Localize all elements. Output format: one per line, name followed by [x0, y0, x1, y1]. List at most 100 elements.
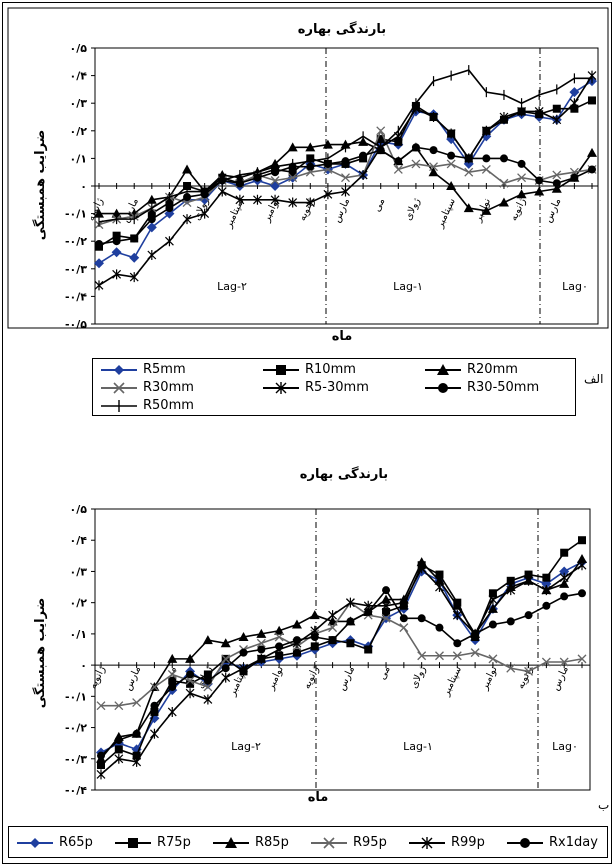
data-point-R99p [345, 597, 355, 608]
x-tick-label: ژولای [409, 664, 429, 690]
legend-label: R30-50mm [467, 380, 540, 395]
data-point-R99p [488, 594, 498, 605]
data-point-R99p [399, 597, 409, 608]
data-point-R95p [149, 682, 159, 692]
data-point-R99p [506, 585, 516, 596]
data-point-R30-50mm [535, 176, 544, 185]
data-point-R10mm [570, 104, 579, 113]
data-point-R99p [96, 769, 106, 780]
data-point-R30mm [517, 173, 527, 183]
data-point-R30-50mm [271, 168, 280, 177]
panel-letter-a: الف [584, 372, 604, 386]
data-point-R10mm [112, 231, 121, 240]
legend-label: R10mm [305, 362, 356, 377]
data-point-R5-30mm [358, 169, 368, 180]
data-point-R5-30mm [182, 214, 192, 225]
legend-label: R65p [59, 835, 93, 850]
data-point-R99p [239, 663, 248, 674]
series-line-R95p [101, 601, 583, 707]
data-point-R75p [524, 570, 533, 579]
data-point-R95p [328, 623, 338, 633]
legend-label: R85p [255, 835, 289, 850]
chart-a: بارندگی بهاره ماه ضرایب همبستگی -۰/۵ -۰/۴… [7, 7, 609, 344]
data-point-R20mm [146, 194, 157, 204]
x-tick-label: نوامبر [265, 665, 286, 693]
legend-swatch [425, 383, 461, 393]
data-point-R5-30mm [129, 272, 139, 283]
data-point-R85p [274, 625, 285, 635]
data-point-R30mm [552, 170, 562, 180]
data-point-R95p [221, 654, 231, 664]
data-point-R10mm [588, 96, 596, 105]
data-point-R85p [309, 610, 320, 620]
y-tick-label: -۰/۲ [65, 722, 87, 735]
data-point-R85p [452, 600, 463, 610]
chart-b: بارندگی بهاره ماه ضرایب همبستگی -۰/۴ -۰/۳… [32, 466, 591, 805]
data-point-Rx1day [328, 636, 337, 645]
data-point-R95p [274, 632, 284, 642]
data-point-R10mm [376, 135, 385, 144]
data-point-R5-30mm [112, 269, 122, 280]
legend-swatch [311, 837, 347, 849]
data-point-R75p [97, 761, 105, 770]
data-point-R30mm [341, 173, 350, 183]
data-point-Rx1day [506, 617, 515, 626]
legend-a: R5mm R10mm R20mm R30mm R5-30mm R30-50mm … [92, 358, 576, 416]
data-point-R75p [114, 745, 123, 754]
data-point-R30mm [499, 178, 509, 188]
legend-swatch [115, 838, 151, 848]
data-point-R30-50mm [499, 154, 508, 163]
data-point-R30-50mm [235, 179, 244, 188]
data-point-R20mm [111, 208, 122, 218]
data-point-R30-50mm [429, 146, 438, 155]
data-point-Rx1day [168, 682, 177, 691]
data-point-R99p [559, 572, 569, 583]
legend-b: R65p R75p R85p R95p R99p Rx1day [8, 826, 608, 858]
data-point-R75p [275, 651, 284, 660]
series-line-Rx1day [100, 588, 583, 757]
data-point-Rx1day [150, 701, 159, 710]
data-point-R5-30mm [569, 98, 579, 109]
data-point-R30-50mm [588, 165, 596, 174]
data-point-Rx1day [203, 676, 212, 685]
data-point-Rx1day [560, 592, 569, 601]
data-point-R10mm [394, 137, 403, 146]
data-point-R85p [416, 557, 427, 567]
data-point-R75p [560, 548, 569, 557]
data-point-R10mm [288, 168, 297, 177]
data-point-R99p [150, 728, 159, 739]
data-point-R5-30mm [165, 236, 174, 247]
data-point-R95p [167, 670, 177, 679]
data-point-Rx1day [346, 617, 355, 626]
data-point-R5-30mm [499, 112, 509, 122]
chart-b-xlabel: ماه [308, 790, 329, 805]
series-line-R75p [100, 539, 583, 766]
data-point-R99p [167, 706, 177, 717]
chart-a-xlabel: ماه [332, 329, 353, 344]
data-point-R30-50mm [482, 154, 491, 163]
data-point-R75p [132, 751, 141, 760]
y-tick-label: -۰/۱ [65, 208, 87, 221]
data-point-Rx1day [435, 623, 444, 632]
data-point-R75p [382, 608, 391, 617]
data-point-R85p [381, 594, 392, 604]
y-tick-label: ۰ [80, 659, 87, 672]
data-point-R95p [381, 613, 391, 623]
data-point-R20mm [551, 183, 562, 193]
data-point-R30-50mm [464, 154, 473, 163]
data-point-R85p [185, 653, 196, 663]
data-point-R30mm [270, 176, 280, 185]
data-point-R5mm [94, 258, 104, 269]
lag-label: Lag-۱ [393, 280, 423, 293]
data-point-R30-50mm [447, 151, 456, 160]
lag-label: Lag۰ [562, 280, 588, 293]
data-point-R30-50mm [552, 179, 561, 188]
data-point-R30mm [288, 173, 298, 183]
data-point-R30mm [393, 164, 403, 174]
x-tick-label: مارس [331, 197, 352, 225]
data-point-R5-30mm [217, 186, 227, 197]
data-point-R30mm [464, 167, 474, 177]
data-point-R75p [186, 679, 195, 688]
legend-label: Rx1day [549, 835, 598, 850]
